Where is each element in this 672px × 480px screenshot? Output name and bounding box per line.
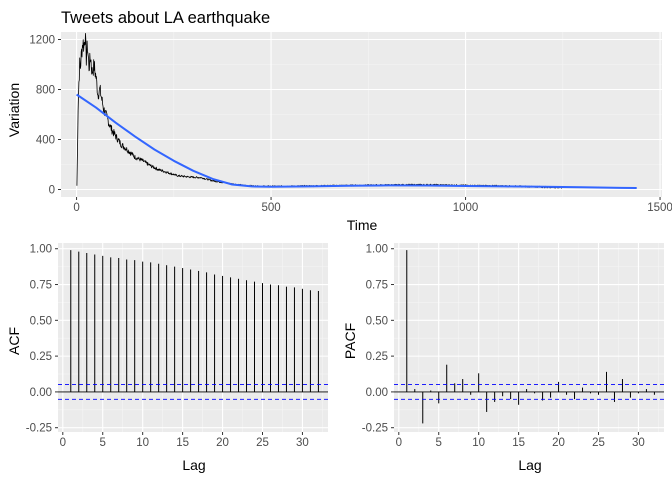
- timeseries-x-tick-label: 1000: [453, 202, 479, 214]
- acf-y-tick-label: 1.00: [30, 244, 52, 256]
- acf-y-tick-label: 0.00: [30, 387, 52, 399]
- acf-y-tick-label: 0.50: [30, 315, 52, 327]
- acf-y-tick-label: 0.75: [30, 280, 52, 292]
- acf-x-tick-label: 15: [176, 437, 189, 449]
- pacf-x-tick-label: 15: [512, 437, 525, 449]
- pacf-y-tick-label: 0.00: [366, 387, 388, 399]
- pacf-y-tick-label: -0.25: [362, 423, 388, 435]
- acf-x-tick-label: 5: [100, 437, 106, 449]
- acf-x-tick-label: 25: [256, 437, 269, 449]
- timeseries-x-tick-label: 1500: [647, 202, 672, 214]
- acf-x-tick-label: 20: [216, 437, 229, 449]
- pacf-y-tick-label: 0.75: [366, 280, 388, 292]
- acf-y-tick-label: -0.25: [26, 423, 52, 435]
- pacf-y-tick-label: 0.25: [366, 351, 388, 363]
- pacf-x-tick-label: 5: [436, 437, 442, 449]
- pacf-axis-label: PACF: [342, 323, 358, 359]
- pacf-x-tick-label: 0: [396, 437, 402, 449]
- timeseries-x-tick-label: 500: [261, 202, 280, 214]
- acf-x-tick-label: 30: [296, 437, 309, 449]
- pacf-x-tick-label: 25: [592, 437, 605, 449]
- smooth-trend-line: [76, 93, 637, 189]
- chart-title: Tweets about LA earthquake: [61, 9, 270, 27]
- pacf-x-tick-label: 10: [472, 437, 485, 449]
- acf-axis-label: ACF: [6, 327, 22, 355]
- acf-x-tick-label: 10: [136, 437, 149, 449]
- time-axis-label: Time: [347, 217, 378, 233]
- acf-lag-axis-label: Lag: [182, 457, 205, 473]
- timeseries-y-tick-label: 800: [36, 85, 55, 97]
- pacf-y-tick-label: 0.50: [366, 315, 388, 327]
- acf-x-tick-label: 0: [60, 437, 66, 449]
- pacf-panel-background: [394, 243, 664, 432]
- pacf-x-tick-label: 30: [632, 437, 645, 449]
- acf-y-tick-label: 0.25: [30, 351, 52, 363]
- acf-panel-background: [58, 243, 328, 432]
- timeseries-y-tick-label: 1200: [29, 35, 55, 47]
- timeseries-x-tick-label: 0: [73, 202, 79, 214]
- pacf-y-tick-label: 1.00: [366, 244, 388, 256]
- pacf-lag-axis-label: Lag: [518, 457, 541, 473]
- timeseries-y-tick-label: 0: [49, 185, 55, 197]
- timeseries-y-tick-label: 400: [36, 135, 55, 147]
- pacf-x-tick-label: 20: [552, 437, 565, 449]
- variation-axis-label: Variation: [6, 83, 22, 137]
